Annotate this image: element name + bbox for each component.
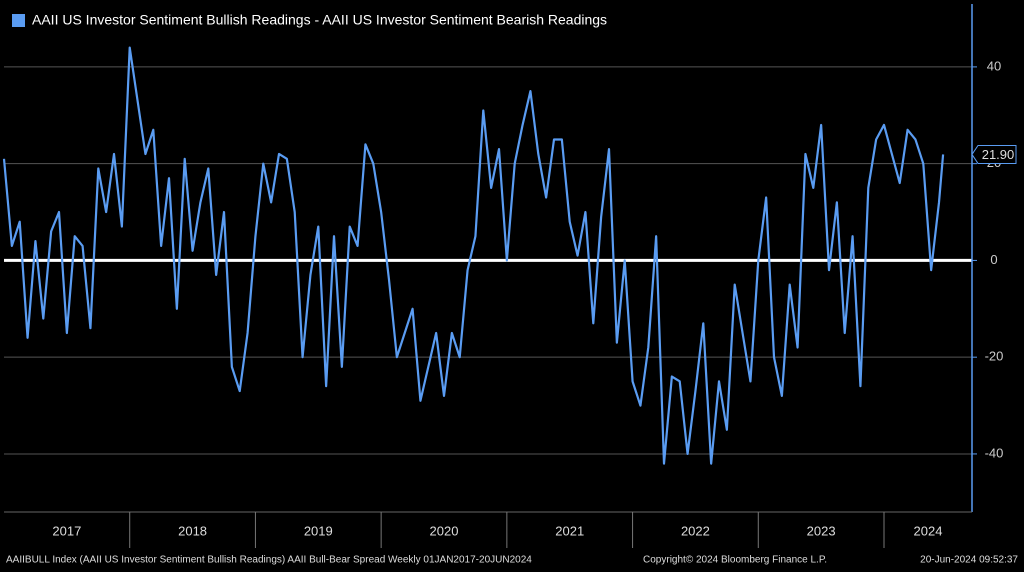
footer-left: AAIIBULL Index (AAII US Investor Sentime…: [6, 555, 532, 566]
x-tick-label: 2023: [807, 523, 836, 538]
series-line: [2, 46, 945, 465]
legend-swatch: [12, 14, 25, 27]
y-tick-label: -20: [985, 349, 1004, 364]
last-value-label: 21.90: [982, 147, 1015, 162]
x-tick-label: 2022: [681, 523, 710, 538]
x-tick-label: 2018: [178, 523, 207, 538]
legend-label: AAII US Investor Sentiment Bullish Readi…: [32, 12, 607, 28]
x-tick-label: 2020: [430, 523, 459, 538]
x-tick-label: 2024: [914, 523, 943, 538]
y-tick-label: 40: [987, 58, 1001, 73]
last-value-marker: [971, 144, 1017, 164]
x-tick-label: 2019: [304, 523, 333, 538]
y-tick-label: -40: [985, 445, 1004, 460]
footer-center: Copyright© 2024 Bloomberg Finance L.P.: [643, 555, 827, 566]
plot-area: -40-200204020172018201920202021202220232…: [2, 4, 1017, 548]
legend-box: [4, 5, 640, 39]
x-tick-label: 2021: [555, 523, 584, 538]
x-tick-label: 2017: [52, 523, 81, 538]
y-tick-label: 0: [990, 252, 997, 267]
footer-right: 20-Jun-2024 09:52:37: [920, 555, 1018, 566]
